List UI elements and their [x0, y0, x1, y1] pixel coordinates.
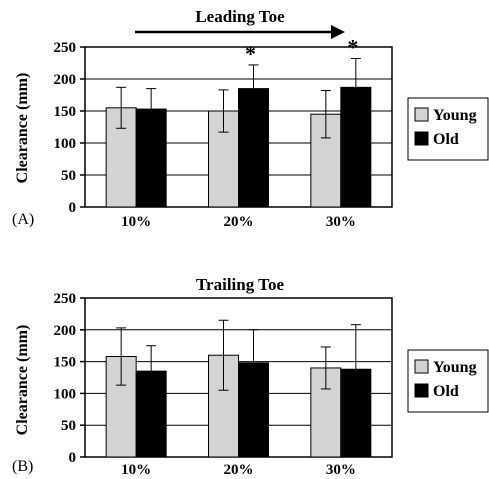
panel-b-ytick-label: 150	[54, 355, 77, 371]
panel-a-ylabel: Clearance (mm)	[14, 73, 31, 184]
panel-b-legend-swatch-young	[414, 359, 429, 374]
panel-a-ytick-label: 50	[61, 168, 76, 184]
panel-a-legend-label-young: Young	[433, 107, 477, 124]
panel-a-panel-label: (A)	[12, 211, 34, 228]
panel-b-ytick-label: 50	[61, 418, 76, 434]
panel-b-legend-label-young: Young	[433, 359, 477, 376]
panel-a-significance-marker: *	[347, 35, 358, 60]
panel-a-xtick-label: 20%	[224, 214, 254, 230]
panel-a-arrow-head	[331, 25, 345, 39]
panel-a-ytick-label: 0	[69, 200, 77, 216]
panel-b-ytick-label: 250	[54, 291, 77, 307]
panel-a-legend-label-old: Old	[433, 131, 459, 148]
panel-b-title: Trailing Toe	[196, 275, 284, 294]
panel-a-bar-old	[340, 86, 372, 208]
panel-b-ylabel: Clearance (mm)	[14, 325, 31, 436]
panel-a-title: Leading Toe	[195, 7, 285, 26]
panel-a-ytick-label: 200	[54, 72, 77, 88]
panel-a-legend-swatch-young	[414, 107, 429, 122]
panel-b-ytick-label: 100	[54, 386, 77, 402]
panel-b-xtick-label: 10%	[121, 462, 151, 478]
panel-a-xtick-label: 30%	[326, 214, 356, 230]
panel-a-legend-swatch-old	[414, 131, 429, 146]
panel-a-ytick-label: 150	[54, 104, 77, 120]
panel-a-ytick-label: 100	[54, 136, 77, 152]
panel-b-ytick-label: 0	[69, 450, 77, 466]
panel-b-xtick-label: 30%	[326, 462, 356, 478]
panel-a-significance-marker: *	[245, 41, 256, 66]
panel-a-ytick-label: 250	[54, 40, 77, 56]
panel-b-ytick-label: 200	[54, 323, 77, 339]
panel-b-legend-swatch-old	[414, 383, 429, 398]
panel-b-panel-label: (B)	[12, 458, 33, 475]
panel-a-xtick-label: 10%	[121, 214, 151, 230]
panel-b-xtick-label: 20%	[224, 462, 254, 478]
panel-b-legend-label-old: Old	[433, 383, 459, 400]
